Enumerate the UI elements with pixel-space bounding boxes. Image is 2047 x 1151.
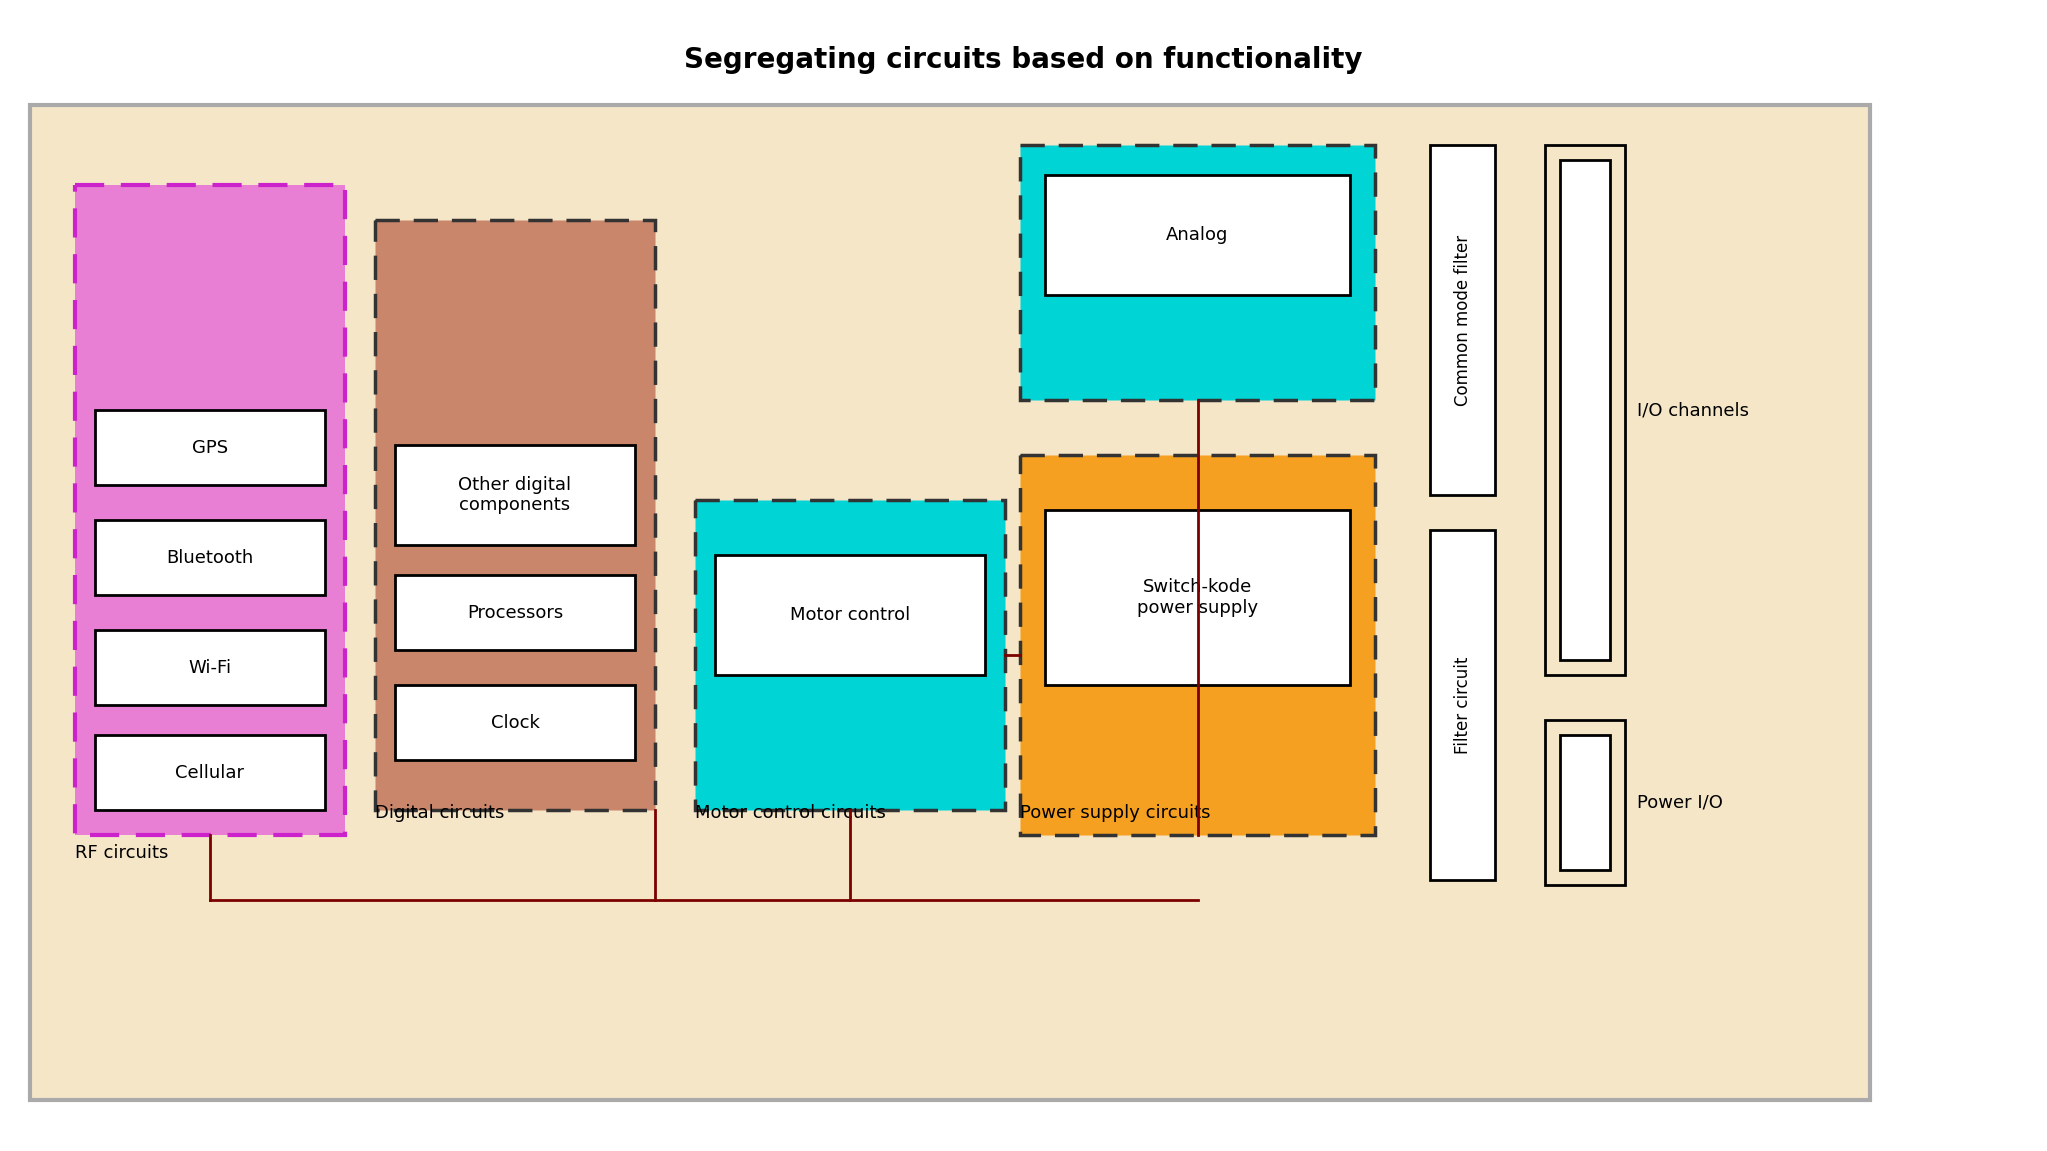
Text: Power supply circuits: Power supply circuits	[1019, 805, 1210, 822]
Text: Motor control: Motor control	[790, 605, 911, 624]
Bar	[395, 445, 635, 546]
Bar	[1560, 735, 1611, 870]
Bar	[76, 185, 346, 834]
Text: Other digital
components: Other digital components	[459, 475, 571, 514]
Text: Switch-kode
power supply: Switch-kode power supply	[1136, 578, 1259, 617]
Bar	[94, 630, 325, 706]
Text: Analog: Analog	[1167, 226, 1228, 244]
Text: RF circuits: RF circuits	[76, 844, 168, 862]
Bar	[714, 555, 985, 674]
Text: Cellular: Cellular	[176, 763, 244, 782]
Bar	[395, 576, 635, 650]
Text: Digital circuits: Digital circuits	[375, 805, 504, 822]
Bar	[31, 105, 1871, 1100]
Bar	[1046, 510, 1351, 685]
Text: Power I/O: Power I/O	[1638, 793, 1724, 811]
Bar	[1019, 455, 1376, 834]
Bar	[94, 410, 325, 485]
Text: Filter circuit: Filter circuit	[1453, 656, 1472, 754]
Bar	[375, 220, 655, 810]
Bar	[1545, 721, 1625, 885]
Bar	[94, 520, 325, 595]
Text: Wi-Fi: Wi-Fi	[188, 658, 231, 677]
Bar	[395, 685, 635, 760]
Text: Bluetooth: Bluetooth	[166, 549, 254, 566]
Bar	[696, 500, 1005, 810]
Text: I/O channels: I/O channels	[1638, 401, 1748, 419]
Bar	[1431, 145, 1494, 495]
Bar	[94, 735, 325, 810]
Bar	[1431, 529, 1494, 881]
Text: Common mode filter: Common mode filter	[1453, 235, 1472, 405]
Text: Motor control circuits: Motor control circuits	[696, 805, 886, 822]
Bar	[1046, 175, 1351, 295]
Bar	[1560, 160, 1611, 660]
Bar	[1545, 145, 1625, 674]
Text: Segregating circuits based on functionality: Segregating circuits based on functional…	[684, 46, 1363, 74]
Text: Clock: Clock	[491, 714, 540, 732]
Text: Processors: Processors	[467, 603, 563, 622]
Text: GPS: GPS	[192, 439, 227, 457]
Bar	[1019, 145, 1376, 401]
